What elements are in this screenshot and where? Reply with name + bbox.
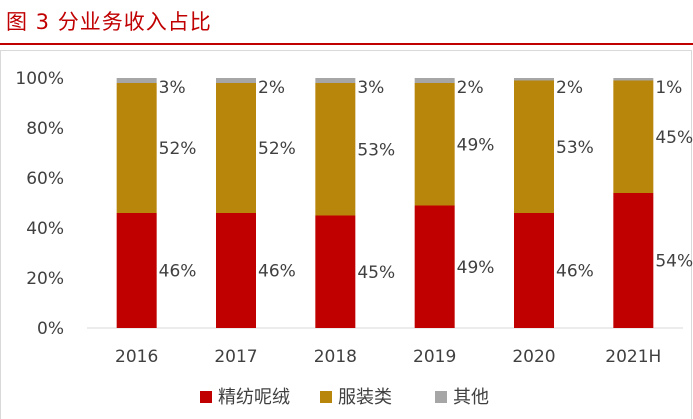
bar-segment [116, 213, 157, 328]
title-divider [0, 43, 693, 45]
data-label: 1% [655, 78, 682, 98]
legend-swatch [200, 391, 212, 403]
legend-label: 服装类 [338, 387, 392, 408]
data-label: 3% [159, 78, 186, 98]
x-tick-label: 2019 [413, 347, 456, 367]
legend-swatch [320, 391, 332, 403]
legend-label: 其他 [453, 387, 489, 408]
bar-segment [613, 78, 654, 81]
y-tick-label: 40% [26, 219, 64, 239]
bar-segment [116, 83, 157, 213]
data-label: 49% [457, 135, 495, 155]
data-label: 2% [556, 78, 583, 98]
data-label: 52% [258, 139, 296, 159]
legend-label: 精纺呢绒 [218, 387, 290, 408]
y-tick-label: 60% [26, 169, 64, 189]
data-label: 45% [357, 263, 395, 283]
y-tick-label: 0% [37, 319, 64, 339]
x-tick-label: 2017 [214, 347, 257, 367]
y-tick-label: 80% [26, 119, 64, 139]
bar-segment [514, 78, 554, 81]
data-label: 46% [159, 262, 197, 282]
data-label: 2% [457, 78, 484, 98]
bar-segment [315, 78, 356, 83]
data-label: 45% [655, 128, 693, 148]
x-tick-label: 2016 [115, 347, 158, 367]
x-tick-label: 2020 [512, 347, 555, 367]
data-label: 3% [357, 78, 384, 98]
x-tick-label: 2018 [314, 347, 357, 367]
bar-segment [414, 83, 455, 206]
bar-segment [216, 78, 256, 83]
data-label: 53% [357, 140, 395, 160]
data-label: 54% [655, 252, 693, 272]
bar-segment [514, 213, 554, 328]
bar-segment [414, 205, 455, 328]
bar-segment [216, 83, 256, 213]
data-label: 2% [258, 78, 285, 98]
bar-segment [613, 80, 654, 193]
legend-swatch [435, 391, 447, 403]
bar-segment [613, 193, 654, 328]
figure-title: 图 3 分业务收入占比 [6, 10, 212, 34]
chart-frame [0, 50, 692, 419]
y-tick-label: 100% [15, 69, 64, 89]
bar-segment [216, 213, 256, 328]
y-tick-label: 20% [26, 269, 64, 289]
data-label: 46% [258, 262, 296, 282]
bar-segment [414, 78, 455, 83]
bar-segment [315, 215, 356, 328]
x-tick-label: 2021H [605, 347, 661, 367]
data-label: 46% [556, 262, 594, 282]
data-label: 52% [159, 139, 197, 159]
data-label: 53% [556, 138, 594, 158]
data-label: 49% [457, 258, 495, 278]
bar-segment [315, 83, 356, 216]
bar-segment [116, 78, 157, 83]
bar-segment [514, 80, 554, 213]
